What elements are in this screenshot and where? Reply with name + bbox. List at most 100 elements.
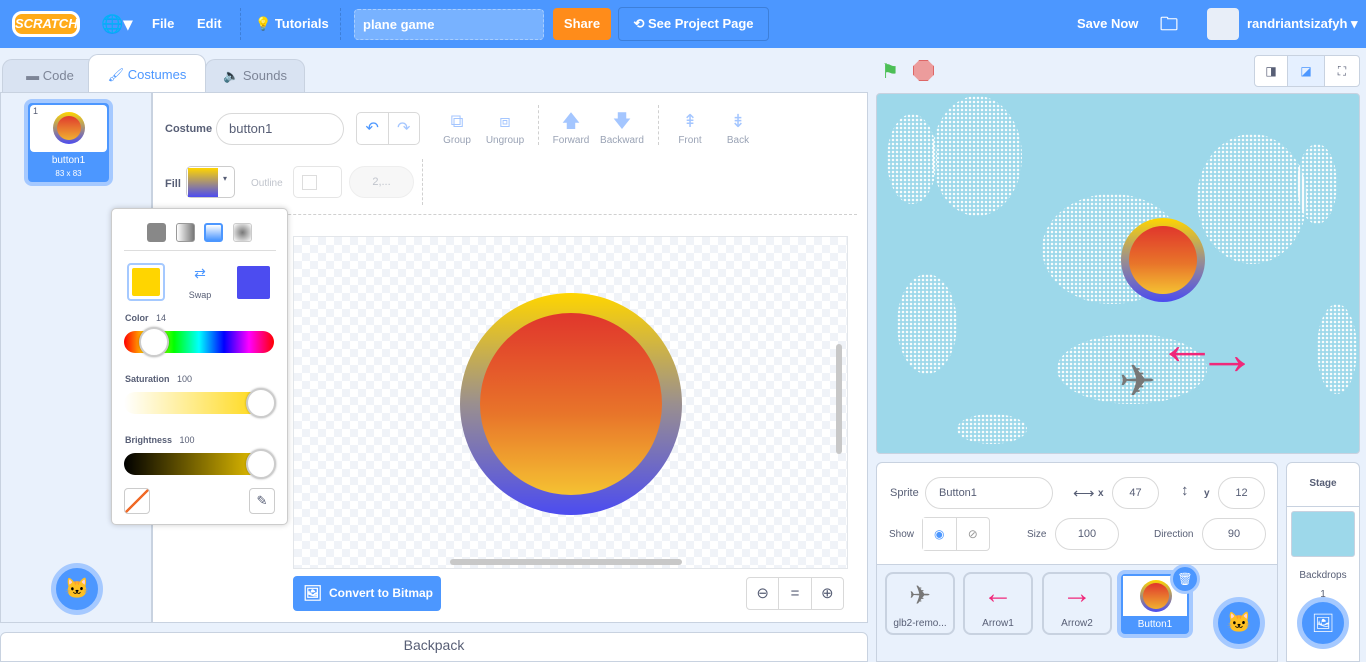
image-plus-icon: 🖼 [1311,613,1335,633]
zoom-out-icon[interactable]: ⊖ [747,578,780,609]
globe-icon[interactable]: 🌐▾ [101,14,133,34]
cloud [887,114,937,204]
edit-menu[interactable]: Edit [197,16,222,31]
username-menu[interactable]: randriantsizafyh ▾ [1247,16,1358,31]
x-input[interactable]: 47 [1112,477,1159,509]
cat-icon: 🐱 [64,578,90,600]
eye-icon[interactable]: ◉ [923,518,957,550]
saturation-slider[interactable] [124,388,276,418]
costume-name-input[interactable]: button1 [216,113,344,145]
tab-costumes[interactable]: 🖌 Costumes [88,54,206,94]
ungroup-button[interactable]: ⧈ Ungroup [480,111,530,146]
swap-icon[interactable]: ⇄ [194,265,206,281]
see-project-page-button[interactable]: ⟲ See Project Page [618,7,769,41]
tab-code[interactable]: ▬ Code [2,59,98,93]
radial-gradient-icon[interactable] [233,223,252,242]
x-label: x [1098,488,1104,499]
folder-icon[interactable]: 🗀 [1160,14,1178,34]
color-slider[interactable] [124,327,274,357]
horizontal-scrollbar[interactable] [450,559,682,565]
arrow-left-sprite[interactable]: ← [1157,310,1217,377]
file-menu[interactable]: File [152,16,175,31]
front-button[interactable]: ⇞ Front [665,111,715,146]
fullscreen-icon[interactable]: ⛶ [1337,64,1347,78]
vertical-gradient-icon[interactable] [204,223,223,242]
brightness-value: 100 [179,435,195,445]
costume-item[interactable]: 1 button1 83 x 83 [24,99,113,186]
tab-sounds[interactable]: 🔈 Sounds [205,59,305,93]
saturation-slider-handle[interactable] [246,388,276,418]
choose-costume-button[interactable]: 🐱 [51,563,103,615]
chevron-down-icon: ▾ [223,174,228,183]
drawing-canvas[interactable] [293,236,848,569]
stage[interactable]: ← → ✈ [876,93,1360,454]
color-slider-handle[interactable] [139,327,169,357]
sprite-tile[interactable]: → Arrow2 [1042,572,1112,635]
eye-hidden-icon[interactable]: ⊘ [967,527,978,541]
direction-input[interactable]: 90 [1202,518,1266,550]
green-flag-icon[interactable]: ⚑ [881,61,899,83]
choose-backdrop-button[interactable]: 🖼 [1297,597,1349,649]
cloud [1057,334,1207,404]
forward-button[interactable]: 🡅 Forward [546,111,596,146]
no-color-button[interactable] [124,488,150,514]
sprite-tile[interactable]: ✈ glb2-remo... [885,572,955,635]
undo-button[interactable]: ↶ [357,113,389,144]
front-icon: ⇞ [682,111,698,131]
color-label-text: Color [125,313,149,323]
outline-color-button[interactable] [293,166,342,198]
button-sprite[interactable] [1121,218,1205,302]
small-stage-icon[interactable]: ◨ [1255,56,1288,86]
circle-shape[interactable] [460,293,682,515]
fill-swatch [188,168,218,197]
tab-label: Code [42,68,74,83]
eyedropper-icon[interactable]: ✎ [249,488,275,514]
sprite-tile-selected[interactable]: Button1 [1117,570,1193,638]
stage-pane-title: Stage [1309,478,1337,489]
saturation-label: Saturation 100 [125,374,192,384]
solid-fill-icon[interactable] [147,223,166,242]
group-button[interactable]: ⧉ Group [432,111,482,146]
convert-to-bitmap-button[interactable]: 🖼 Convert to Bitmap [293,576,441,611]
large-stage-icon[interactable]: ◪ [1288,56,1325,86]
brightness-slider-handle[interactable] [246,449,276,479]
save-now-button[interactable]: Save Now [1077,16,1139,31]
sprite-name-input[interactable]: Button1 [925,477,1053,509]
choose-sprite-button[interactable]: 🐱 [1213,597,1265,649]
project-title-input[interactable]: plane game [354,9,544,40]
arrow-up-icon: 🡅 [561,111,581,131]
delete-sprite-icon[interactable]: 🗑 [1170,564,1200,594]
back-button[interactable]: ⇟ Back [713,111,763,146]
tutorials-label: Tutorials [274,16,329,31]
stop-icon[interactable] [913,60,934,81]
divider [1287,506,1359,507]
sprite-name: glb2-remo... [893,618,947,629]
secondary-color-swatch[interactable] [237,266,270,299]
redo-button[interactable]: ↷ [397,120,411,137]
backward-button[interactable]: 🡇 Backward [597,111,647,146]
backpack[interactable]: Backpack [0,632,868,662]
vertical-scrollbar[interactable] [836,344,842,454]
share-button[interactable]: Share [553,8,611,40]
backdrops-count: 1 [1320,589,1326,600]
plane-sprite[interactable]: ✈ [1119,357,1156,406]
arrow-right-sprite[interactable]: → [1197,320,1257,387]
avatar[interactable] [1207,8,1239,40]
scratch-logo[interactable]: SCRATCH [12,11,80,37]
horizontal-gradient-icon[interactable] [176,223,195,242]
tutorials-button[interactable]: 💡 Tutorials [255,0,329,48]
zoom-in-icon[interactable]: ⊕ [821,585,834,602]
fill-color-button[interactable]: ▾ [186,166,235,198]
outline-swatch [302,175,317,190]
sprite-name: Arrow1 [982,618,1014,629]
brightness-slider[interactable] [124,449,276,479]
sprite-tile[interactable]: ← Arrow1 [963,572,1033,635]
cat-icon: 🐱 [1226,612,1252,634]
saturation-value: 100 [177,374,193,384]
primary-color-swatch[interactable] [127,263,165,301]
zoom-reset-icon[interactable]: = [779,578,812,609]
y-input[interactable]: 12 [1218,477,1265,509]
tool-label: Front [678,135,702,146]
size-input[interactable]: 100 [1055,518,1119,550]
outline-width-input[interactable]: 2,... [349,166,414,198]
